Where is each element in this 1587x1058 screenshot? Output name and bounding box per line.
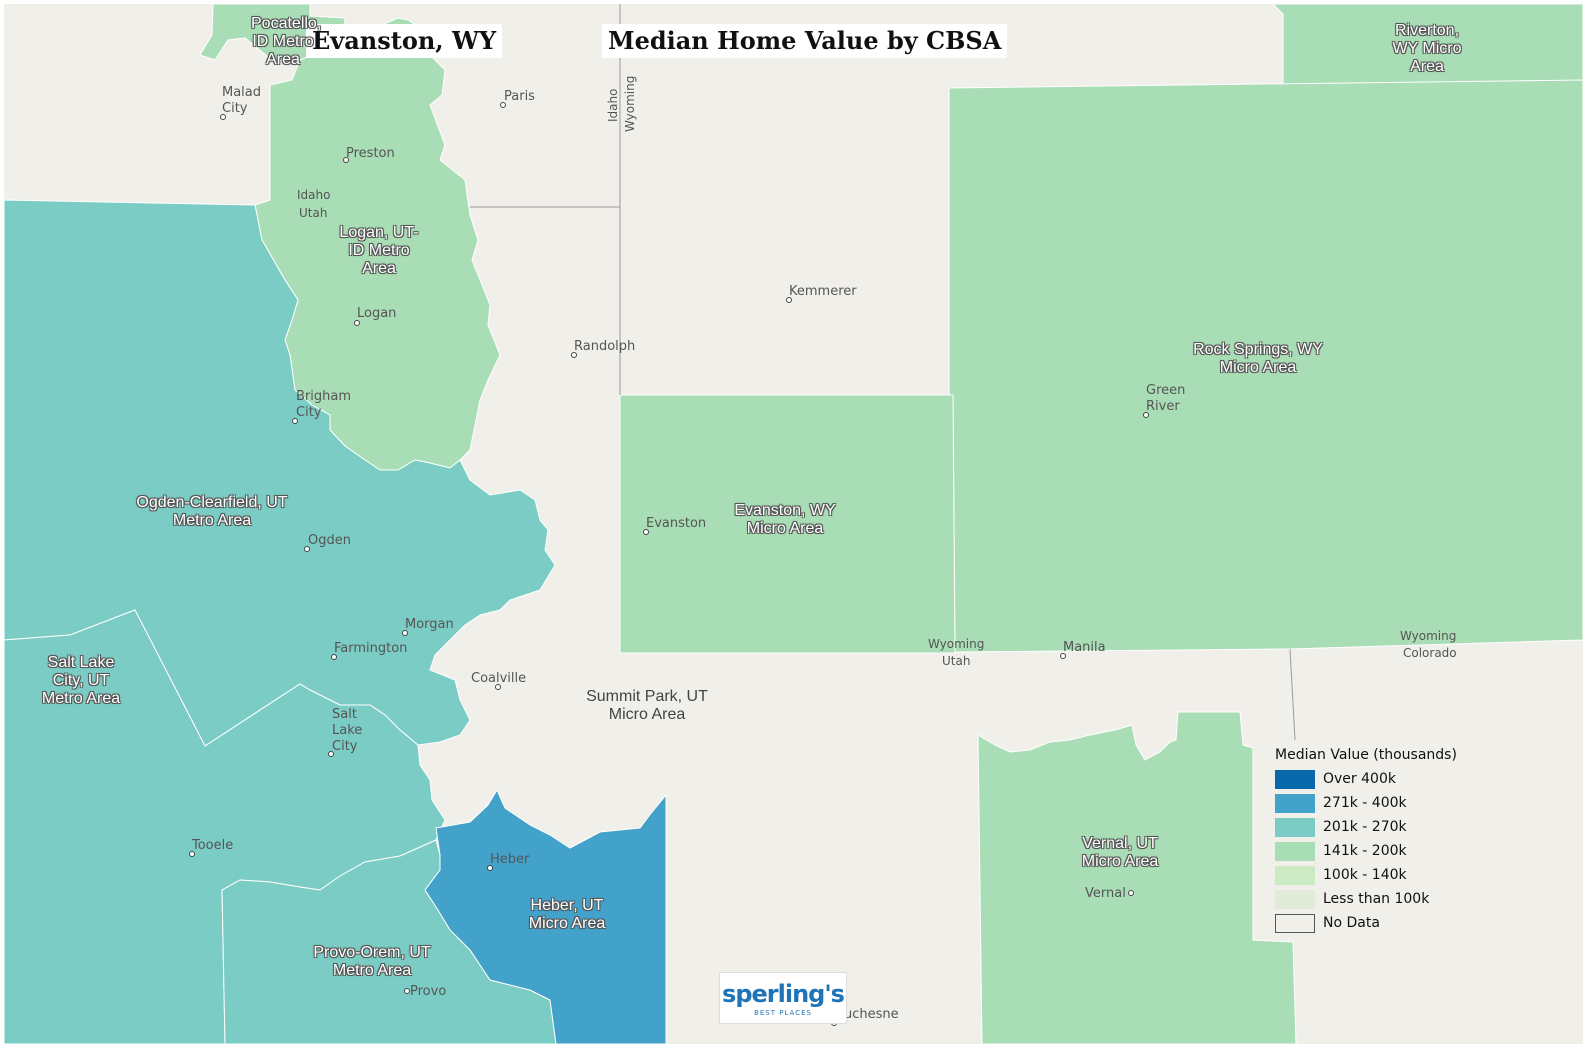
- sperlings-logo[interactable]: sperling's BEST PLACES: [719, 972, 847, 1024]
- city-evanston: Evanston: [646, 516, 707, 531]
- city-salt-lake-city: Salt Lake City: [332, 707, 363, 754]
- city-tooele: Tooele: [192, 838, 234, 853]
- city-dot-randolph: [571, 352, 577, 358]
- city-ogden: Ogden: [308, 533, 351, 548]
- city-logan: Logan: [357, 306, 397, 321]
- city-paris: Paris: [504, 89, 535, 104]
- city-dot-salt-lake-city: [328, 751, 334, 757]
- city-dot-tooele: [189, 851, 195, 857]
- legend-item-271k-400k: 271k - 400k: [1275, 791, 1470, 815]
- map-title: Median Home Value by CBSA: [602, 24, 1008, 58]
- city-dot-ogden: [304, 546, 310, 552]
- label-evanston: Evanston, WY Micro Area: [734, 502, 836, 537]
- label-ogden: Ogden-Clearfield, UT Metro Area: [136, 494, 288, 529]
- city-duchesne: Duchesne: [834, 1007, 899, 1022]
- city-vernal: Vernal: [1085, 886, 1126, 901]
- state-label-wyoming-se: Wyoming: [1400, 629, 1457, 643]
- city-dot-vernal: [1128, 890, 1134, 896]
- label-salt-lake: Salt Lake City, UT Metro Area: [41, 654, 121, 707]
- legend-label: 100k - 140k: [1323, 867, 1407, 883]
- city-malad-city: Malad City: [222, 85, 262, 116]
- city-dot-morgan: [402, 630, 408, 636]
- label-riverton: Riverton, WY Micro Area: [1392, 22, 1462, 75]
- city-kemmerer: Kemmerer: [789, 284, 857, 299]
- city-dot-farmington: [331, 654, 337, 660]
- region-vernal: [977, 711, 1297, 1045]
- region-evanston: [619, 394, 956, 654]
- legend-item-100k-140k: 100k - 140k: [1275, 863, 1470, 887]
- city-provo: Provo: [410, 984, 447, 999]
- legend-label: 201k - 270k: [1323, 819, 1407, 835]
- city-preston: Preston: [346, 146, 395, 161]
- state-line-wy-co: [1289, 648, 1296, 741]
- region-heber: [424, 788, 667, 1045]
- label-vernal: Vernal, UT Micro Area: [1081, 835, 1159, 870]
- legend-label: Over 400k: [1323, 771, 1396, 787]
- label-summit-park: Summit Park, UT Micro Area: [586, 688, 708, 723]
- city-dot-kemmerer: [786, 297, 792, 303]
- state-label-wyoming-south: Wyoming: [928, 637, 985, 651]
- city-dot-preston: [343, 157, 349, 163]
- legend-swatch: [1275, 889, 1315, 909]
- state-label-idaho-vertical: Idaho: [606, 88, 620, 122]
- city-dot-evanston: [643, 529, 649, 535]
- city-heber: Heber: [490, 852, 530, 867]
- legend-swatch: [1275, 913, 1315, 933]
- legend-swatch: [1275, 865, 1315, 885]
- state-label-colorado: Colorado: [1403, 646, 1457, 660]
- legend-item-201k-270k: 201k - 270k: [1275, 815, 1470, 839]
- city-dot-coalville: [495, 684, 501, 690]
- legend-swatch: [1275, 793, 1315, 813]
- state-label-utah: Utah: [299, 206, 328, 220]
- legend-item-141k-200k: 141k - 200k: [1275, 839, 1470, 863]
- logo-tagline: BEST PLACES: [754, 1009, 812, 1017]
- city-coalville: Coalville: [471, 671, 527, 686]
- legend-label: 271k - 400k: [1323, 795, 1407, 811]
- city-dot-logan: [354, 320, 360, 326]
- city-dot-paris: [500, 102, 506, 108]
- legend: Median Value (thousands) Over 400k 271k …: [1275, 745, 1470, 935]
- location-title: Evanston, WY: [306, 24, 503, 58]
- legend-item-no-data: No Data: [1275, 911, 1470, 935]
- logo-brand: sperling's: [722, 980, 845, 1008]
- legend-label: No Data: [1323, 915, 1380, 931]
- city-dot-provo: [404, 988, 410, 994]
- city-dot-malad-city: [220, 114, 226, 120]
- city-dot-heber: [487, 865, 493, 871]
- legend-swatch: [1275, 841, 1315, 861]
- legend-label: Less than 100k: [1323, 891, 1430, 907]
- legend-label: 141k - 200k: [1323, 843, 1407, 859]
- label-rock-springs: Rock Springs, WY Micro Area: [1193, 341, 1323, 376]
- city-dot-brigham-city: [292, 418, 298, 424]
- state-label-idaho: Idaho: [297, 188, 331, 202]
- state-label-wyoming-vertical: Wyoming: [623, 75, 637, 132]
- legend-swatch: [1275, 817, 1315, 837]
- city-brigham-city: Brigham City: [296, 389, 351, 420]
- legend-item-over-400k: Over 400k: [1275, 767, 1470, 791]
- city-randolph: Randolph: [574, 339, 636, 354]
- city-green-river: Green River: [1146, 383, 1186, 414]
- city-morgan: Morgan: [405, 617, 454, 632]
- label-heber: Heber, UT Micro Area: [528, 897, 606, 932]
- legend-title: Median Value (thousands): [1275, 747, 1457, 763]
- label-logan: Logan, UT-ID Metro Area: [339, 224, 419, 277]
- city-manila: Manila: [1063, 640, 1106, 655]
- city-dot-green-river: [1143, 412, 1149, 418]
- city-dot-manila: [1060, 653, 1066, 659]
- label-provo: Provo-Orem, UT Metro Area: [313, 944, 431, 979]
- label-pocatello: Pocatello, ID Metro Area: [251, 15, 322, 68]
- state-label-utah-north: Utah: [942, 654, 971, 668]
- legend-item-less-100k: Less than 100k: [1275, 887, 1470, 911]
- city-farmington: Farmington: [334, 641, 408, 656]
- legend-swatch: [1275, 769, 1315, 789]
